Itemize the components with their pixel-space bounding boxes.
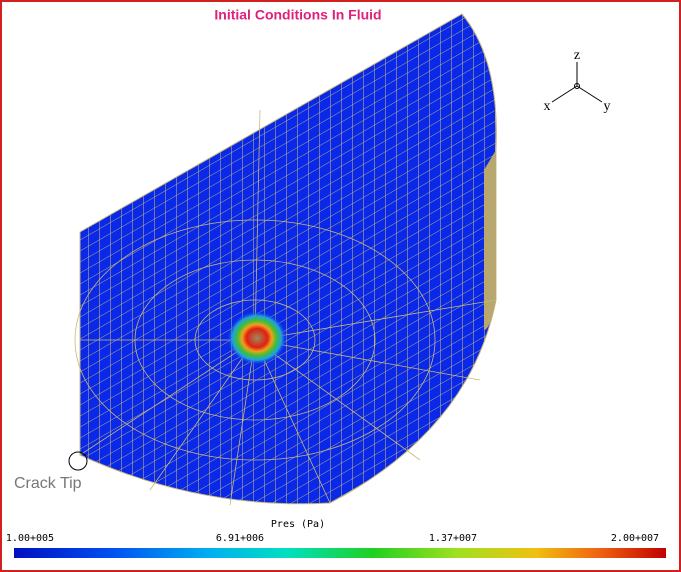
crack-tip-marker	[68, 451, 88, 471]
mesh-radial	[74, 109, 497, 506]
axis-z: z	[574, 48, 580, 63]
colorbar-tick: 6.91+006	[216, 533, 264, 544]
colorbar-tick: 2.00+007	[611, 533, 659, 544]
mesh-edge	[484, 150, 496, 330]
crack-tip-label: Crack Tip	[14, 475, 82, 492]
colorbar	[14, 548, 666, 558]
axis-y: y	[604, 99, 611, 114]
axis-triad	[551, 62, 603, 103]
mesh-body	[79, 13, 497, 505]
colorbar-tick: 1.37+007	[429, 533, 477, 544]
pressure-hotspot	[227, 311, 287, 365]
colorbar-title: Pres (Pa)	[271, 519, 325, 530]
title: Initial Conditions In Fluid	[214, 7, 381, 23]
colorbar-tick: 1.00+005	[6, 533, 54, 544]
axis-x: x	[544, 99, 551, 114]
